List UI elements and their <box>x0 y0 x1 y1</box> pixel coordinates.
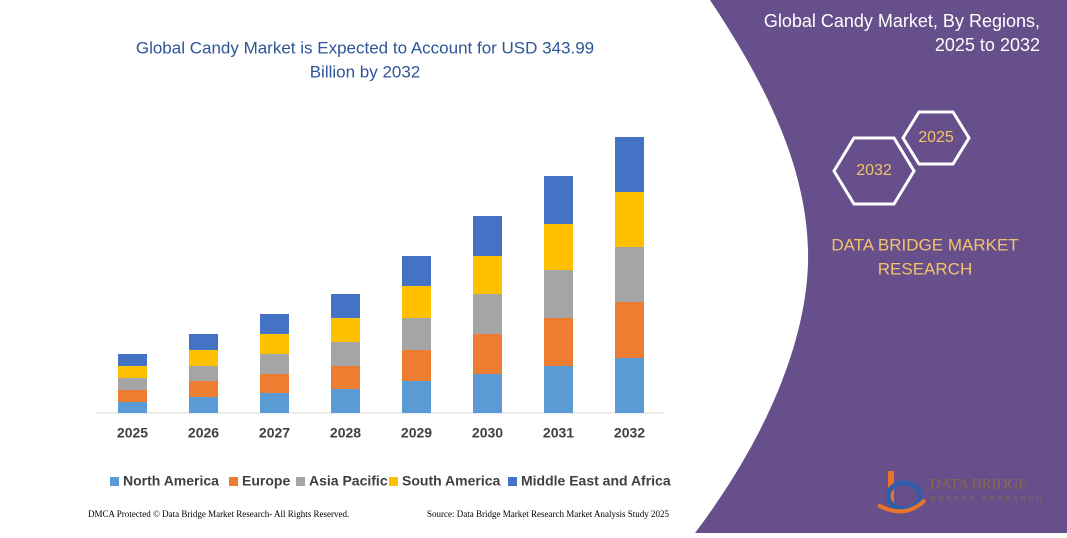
hexagon <box>901 110 971 166</box>
legend-label: Asia Pacific <box>309 473 388 489</box>
bar-segment <box>260 393 289 413</box>
bar-segment <box>118 390 147 402</box>
bar-segment <box>615 358 644 413</box>
x-tick-label: 2030 <box>472 425 503 441</box>
legend-label: South America <box>402 473 500 489</box>
bar-segment <box>189 366 218 381</box>
bar-segment <box>402 318 431 350</box>
hexagon <box>832 136 916 206</box>
bar-segment <box>118 378 147 390</box>
legend-swatch <box>389 477 398 486</box>
brand-text: RESEARCH <box>878 259 972 278</box>
bar-segment <box>189 381 218 397</box>
side-title: Global Candy Market, By Regions, <box>764 11 1040 31</box>
footer-left: DMCA Protected © Data Bridge Market Rese… <box>88 509 349 519</box>
bar-segment <box>402 256 431 286</box>
bar-segment <box>260 334 289 354</box>
logo-mark <box>877 498 927 514</box>
brand-text: DATA BRIDGE MARKET <box>831 235 1018 254</box>
legend-swatch <box>296 477 305 486</box>
bar-segment <box>189 350 218 366</box>
bar-segment <box>473 256 502 294</box>
bar-segment <box>118 354 147 366</box>
bar-segment <box>331 294 360 318</box>
logo: DATA BRIDGE MARKET RESEARCH <box>877 471 1045 514</box>
bar-segment <box>331 389 360 413</box>
bar-segment <box>615 302 644 358</box>
x-tick-label: 2029 <box>401 425 432 441</box>
bar-segment <box>118 402 147 413</box>
bar-segment <box>473 374 502 413</box>
side-title: 2025 to 2032 <box>935 35 1040 55</box>
bar-segment <box>402 350 431 381</box>
legend-label: North America <box>123 473 219 489</box>
bar-segment <box>118 366 147 378</box>
bar-segment <box>615 137 644 192</box>
bar-segment <box>402 381 431 413</box>
bar-segment <box>473 334 502 374</box>
x-tick-label: 2031 <box>543 425 574 441</box>
badge-label: 2032 <box>856 162 892 179</box>
bar-segment <box>189 334 218 350</box>
bar-segment <box>331 342 360 366</box>
bar-segment <box>615 247 644 302</box>
legend-label: Middle East and Africa <box>521 473 671 489</box>
bar-segment <box>331 318 360 342</box>
bar-segment <box>260 314 289 334</box>
legend-swatch <box>229 477 238 486</box>
legend-swatch <box>508 477 517 486</box>
legend-label: Europe <box>242 473 290 489</box>
bar-segment <box>189 397 218 413</box>
bar-segment <box>544 318 573 366</box>
chart-title: Billion by 2032 <box>310 62 421 81</box>
side-panel <box>695 0 1067 533</box>
bar-segment <box>544 224 573 270</box>
footer-right: Source: Data Bridge Market Research Mark… <box>427 509 669 519</box>
bar-segment <box>544 176 573 224</box>
bar-segment <box>260 374 289 393</box>
bar-segment <box>544 366 573 413</box>
x-tick-label: 2027 <box>259 425 290 441</box>
x-tick-label: 2025 <box>117 425 148 441</box>
x-tick-label: 2028 <box>330 425 361 441</box>
chart-title: Global Candy Market is Expected to Accou… <box>136 38 594 57</box>
x-tick-label: 2032 <box>614 425 645 441</box>
logo-tagline: MARKET RESEARCH <box>930 496 1045 503</box>
x-tick-label: 2026 <box>188 425 219 441</box>
bar-segment <box>473 294 502 334</box>
bar-segment <box>473 216 502 256</box>
legend-swatch <box>110 477 119 486</box>
bar-segment <box>615 192 644 247</box>
logo-mark <box>885 480 923 512</box>
bar-segment <box>260 354 289 374</box>
bar-segment <box>544 270 573 318</box>
bar-segment <box>402 286 431 318</box>
logo-name: DATA BRIDGE <box>930 476 1028 492</box>
bar-segment <box>331 366 360 389</box>
badge-label: 2025 <box>918 129 954 146</box>
